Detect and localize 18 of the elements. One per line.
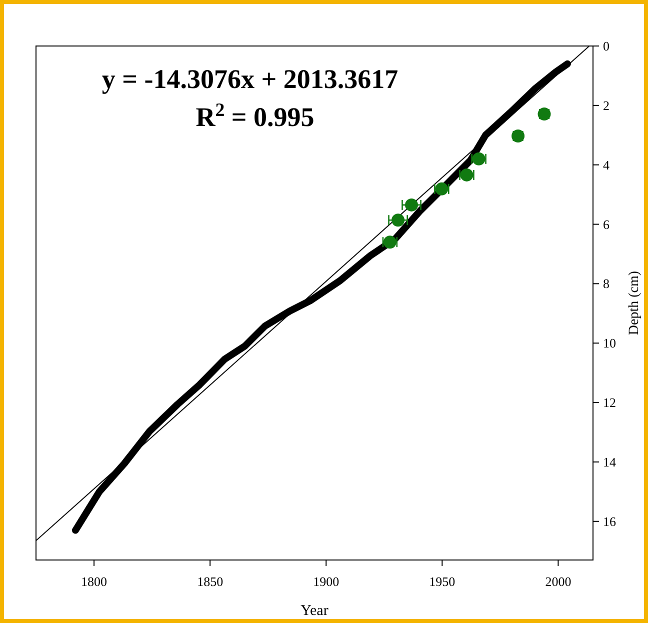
x-tick-label: 2000 (545, 574, 572, 589)
y-tick-label: 10 (603, 336, 616, 351)
y-tick-label: 4 (603, 157, 610, 172)
y-tick-label: 16 (603, 514, 616, 529)
y-tick-label: 12 (603, 395, 616, 410)
x-tick-label: 1850 (197, 574, 224, 589)
y-tick-label: 14 (603, 454, 616, 470)
y-tick-label: 2 (603, 98, 610, 113)
annotation: y = -14.3076x + 2013.3617 (102, 64, 398, 94)
x-axis-title: Year (300, 603, 328, 619)
y-axis-title: Depth (cm) (627, 270, 642, 336)
annotation: R$^{2}$ = 0.995 (196, 100, 314, 132)
x-tick-label: 1950 (429, 574, 456, 589)
x-tick-label: 1800 (81, 574, 108, 589)
y-tick-label: 6 (603, 216, 610, 232)
x-tick-label: 1900 (313, 574, 340, 589)
y-tick-label: 8 (603, 276, 610, 292)
y-tick-label: 0 (603, 38, 610, 54)
